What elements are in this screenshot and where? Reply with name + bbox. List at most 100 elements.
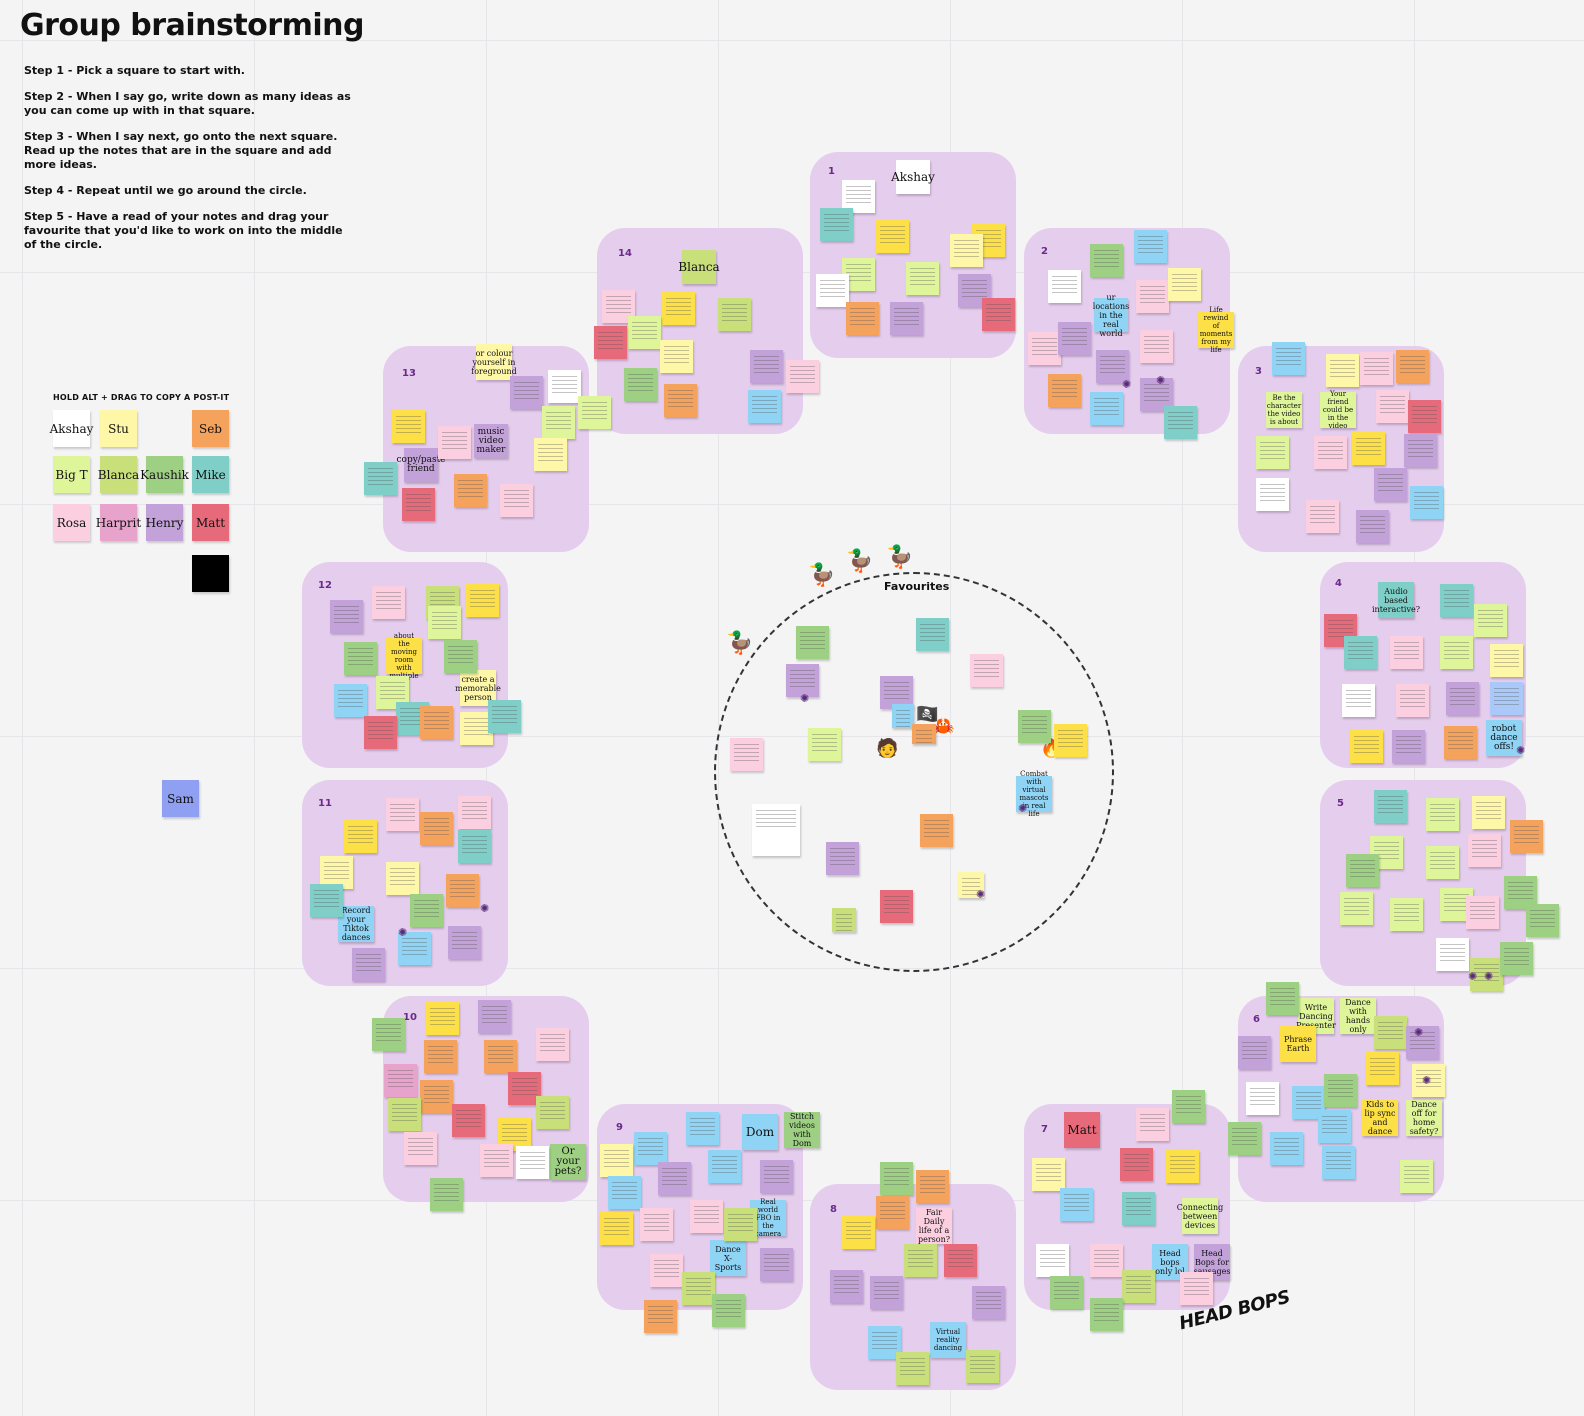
sticky-note[interactable] xyxy=(690,1200,723,1233)
sticky-note[interactable] xyxy=(1136,280,1169,313)
sticky-note[interactable] xyxy=(1468,834,1501,867)
sticky-note[interactable] xyxy=(832,908,856,932)
note-akshay[interactable]: Akshay xyxy=(891,160,935,194)
sticky-note[interactable] xyxy=(1228,1122,1261,1155)
palette-note-matt[interactable]: Matt xyxy=(192,504,229,541)
sticky-note[interactable] xyxy=(484,1040,517,1073)
sticky-note[interactable] xyxy=(752,804,800,856)
sticky-note[interactable] xyxy=(1352,432,1385,465)
sticky-note[interactable] xyxy=(1406,1026,1439,1059)
sticky-note[interactable] xyxy=(1376,390,1409,423)
palette-note-rosa[interactable]: Rosa xyxy=(53,504,90,541)
sticky-note[interactable] xyxy=(1060,1188,1093,1221)
palette-note-seb[interactable]: Seb xyxy=(192,410,229,447)
note-blanca[interactable]: Blanca xyxy=(678,250,720,284)
sticky-note[interactable] xyxy=(424,1040,457,1073)
sticky-note[interactable] xyxy=(1122,1270,1155,1303)
sticky-note[interactable] xyxy=(1342,684,1375,717)
palette-note-mike[interactable]: Mike xyxy=(192,456,229,493)
palette-note-stu[interactable]: Stu xyxy=(100,410,137,447)
note-life-rewind[interactable]: Life rewind of moments from my life xyxy=(1198,306,1234,354)
note-friend-video[interactable]: Your friend could be in the video xyxy=(1320,390,1356,430)
sticky-note[interactable] xyxy=(1490,682,1523,715)
sticky-note[interactable] xyxy=(750,350,783,383)
sticky-note[interactable] xyxy=(392,410,425,443)
sticky-note[interactable] xyxy=(796,626,829,659)
sticky-note[interactable] xyxy=(458,830,491,863)
sticky-note[interactable] xyxy=(1256,478,1289,511)
palette-note-big-t[interactable]: Big T xyxy=(53,456,90,493)
sticky-note[interactable] xyxy=(970,654,1003,687)
sticky-note[interactable] xyxy=(1090,244,1123,277)
sticky-note[interactable] xyxy=(600,1212,633,1245)
sticky-note[interactable] xyxy=(600,1144,633,1177)
sticky-note[interactable] xyxy=(1390,636,1423,669)
sticky-note[interactable] xyxy=(708,1150,741,1183)
sticky-note[interactable] xyxy=(1050,1276,1083,1309)
note-copy-paste[interactable]: copy/paste friend xyxy=(396,448,446,482)
sticky-note[interactable] xyxy=(912,724,936,744)
sticky-note[interactable] xyxy=(452,1104,485,1137)
sticky-note[interactable] xyxy=(890,302,923,335)
sticky-note[interactable] xyxy=(760,1248,793,1281)
sticky-note[interactable] xyxy=(364,716,397,749)
palette-note-henry[interactable]: Henry xyxy=(146,504,183,541)
sticky-note[interactable] xyxy=(1270,1132,1303,1165)
sticky-note[interactable] xyxy=(842,180,875,213)
sticky-note[interactable] xyxy=(510,376,543,409)
note-memorable-person[interactable]: create a memorable person xyxy=(455,670,501,706)
sticky-note[interactable] xyxy=(1032,1158,1065,1191)
sticky-note[interactable] xyxy=(1466,896,1499,929)
sticky-note[interactable] xyxy=(320,856,353,889)
sticky-note[interactable] xyxy=(950,234,983,267)
sticky-note[interactable] xyxy=(712,1294,745,1327)
sticky-note[interactable] xyxy=(1090,392,1123,425)
sticky-note[interactable] xyxy=(1490,644,1523,677)
sticky-note[interactable] xyxy=(1374,790,1407,823)
sticky-note[interactable] xyxy=(446,874,479,907)
sticky-note[interactable] xyxy=(508,1072,541,1105)
sticky-note[interactable] xyxy=(1472,796,1505,829)
sticky-note[interactable] xyxy=(1346,854,1379,887)
sticky-note[interactable] xyxy=(386,862,419,895)
note-robot-dance[interactable]: robot dance offs! xyxy=(1486,720,1522,756)
sticky-note[interactable] xyxy=(1360,352,1393,385)
sticky-note[interactable] xyxy=(1370,836,1403,869)
sticky-note[interactable] xyxy=(634,1132,667,1165)
sticky-note[interactable] xyxy=(1120,1148,1153,1181)
sticky-note[interactable] xyxy=(916,618,949,651)
sticky-note[interactable] xyxy=(310,884,343,917)
sticky-note[interactable] xyxy=(420,706,453,739)
sticky-note[interactable] xyxy=(1340,892,1373,925)
sticky-note[interactable] xyxy=(1526,904,1559,937)
sticky-note[interactable] xyxy=(1018,710,1051,743)
sticky-note[interactable] xyxy=(760,1160,793,1193)
sticky-note[interactable] xyxy=(1164,406,1197,439)
sticky-note[interactable] xyxy=(1048,270,1081,303)
sticky-note[interactable] xyxy=(364,462,397,495)
sticky-note[interactable] xyxy=(842,1216,875,1249)
sticky-note[interactable] xyxy=(430,1178,463,1211)
note-virtual-reality[interactable]: Virtual reality dancing xyxy=(930,1322,966,1358)
sticky-note[interactable] xyxy=(1324,1074,1357,1107)
palette-note-blanca[interactable]: Blanca xyxy=(98,456,139,493)
sticky-note[interactable] xyxy=(1446,682,1479,715)
sticky-note[interactable] xyxy=(1390,898,1423,931)
sticky-note[interactable] xyxy=(466,584,499,617)
sticky-note[interactable] xyxy=(458,796,491,829)
note-dance-hands[interactable]: Dance with hands only xyxy=(1340,998,1376,1034)
sticky-note[interactable] xyxy=(826,842,859,875)
sticky-note[interactable] xyxy=(1306,500,1339,533)
sticky-note[interactable] xyxy=(982,298,1015,331)
sticky-note[interactable] xyxy=(1256,436,1289,469)
sticky-note[interactable] xyxy=(1058,322,1091,355)
sticky-note[interactable] xyxy=(1054,724,1087,757)
sticky-note[interactable] xyxy=(542,406,575,439)
sticky-note[interactable] xyxy=(1272,342,1305,375)
sticky-note[interactable] xyxy=(1090,1244,1123,1277)
note-tiktok[interactable]: Record your Tiktok dances xyxy=(338,906,374,942)
sticky-note[interactable] xyxy=(820,208,853,241)
sticky-note[interactable] xyxy=(454,474,487,507)
sticky-note[interactable] xyxy=(966,1350,999,1383)
note-or-your-pets[interactable]: Or your pets? xyxy=(550,1144,586,1180)
